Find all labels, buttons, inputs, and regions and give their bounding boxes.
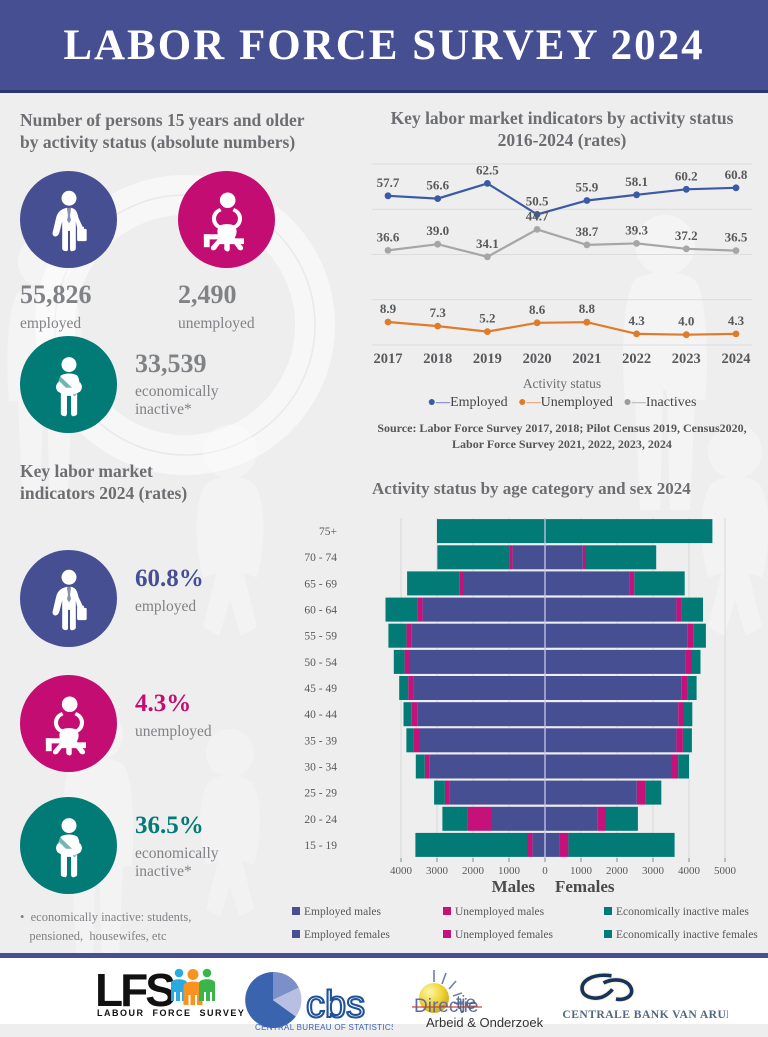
svg-text:CENTRAL BUREAU OF STATISTICS: CENTRAL BUREAU OF STATISTICS: [255, 1023, 393, 1032]
svg-text:15 - 19: 15 - 19: [304, 840, 337, 852]
svg-text:45 - 49: 45 - 49: [304, 683, 337, 695]
svg-text:7.3: 7.3: [430, 305, 447, 320]
svg-text:4.0: 4.0: [678, 314, 694, 329]
svg-text:2000: 2000: [606, 865, 629, 877]
svg-text:40 - 44: 40 - 44: [304, 709, 337, 721]
svg-text:2021: 2021: [572, 351, 601, 367]
svg-text:55.9: 55.9: [576, 180, 599, 195]
svg-text:4000: 4000: [678, 865, 701, 877]
svg-text:38.7: 38.7: [576, 224, 599, 239]
svg-text:39.0: 39.0: [426, 223, 449, 238]
svg-text:25 - 29: 25 - 29: [304, 788, 337, 800]
svg-text:75+: 75+: [319, 526, 337, 538]
svg-text:20 - 24: 20 - 24: [304, 814, 337, 826]
svg-text:Males: Males: [492, 877, 536, 896]
svg-text:35 - 39: 35 - 39: [304, 735, 337, 747]
svg-text:70 - 74: 70 - 74: [304, 552, 337, 564]
svg-text:50 - 54: 50 - 54: [304, 657, 337, 669]
svg-text:65 - 69: 65 - 69: [304, 578, 337, 590]
svg-text:34.1: 34.1: [476, 236, 499, 251]
svg-text:tje: tje: [456, 993, 476, 1014]
svg-text:60.8: 60.8: [725, 167, 748, 182]
svg-text:2017: 2017: [374, 351, 403, 367]
svg-text:cbs: cbs: [306, 984, 365, 1026]
svg-text:62.5: 62.5: [476, 162, 499, 177]
svg-text:4000: 4000: [390, 865, 413, 877]
svg-text:56.6: 56.6: [426, 178, 449, 193]
svg-text:CENTRALE BANK VAN ARUBA: CENTRALE BANK VAN ARUBA: [562, 1008, 728, 1021]
svg-text:5000: 5000: [714, 865, 737, 877]
svg-text:5.2: 5.2: [479, 311, 495, 326]
svg-text:8.6: 8.6: [529, 302, 546, 317]
svg-text:30 - 34: 30 - 34: [304, 762, 337, 774]
svg-text:37.2: 37.2: [675, 228, 698, 243]
svg-text:2020: 2020: [523, 351, 552, 367]
svg-text:36.5: 36.5: [725, 230, 748, 245]
svg-text:8.8: 8.8: [579, 301, 596, 316]
svg-text:4.3: 4.3: [728, 313, 745, 328]
svg-text:36.6: 36.6: [377, 229, 400, 244]
svg-text:8.9: 8.9: [380, 301, 397, 316]
svg-text:50.5: 50.5: [526, 193, 549, 208]
svg-text:58.1: 58.1: [625, 174, 648, 189]
svg-text:Arbeid & Onderzoek: Arbeid & Onderzoek: [426, 1015, 544, 1030]
svg-text:3000: 3000: [426, 865, 449, 877]
svg-text:2022: 2022: [622, 351, 651, 367]
svg-text:44.7: 44.7: [526, 208, 549, 223]
svg-text:55 - 59: 55 - 59: [304, 631, 337, 643]
svg-text:2000: 2000: [462, 865, 485, 877]
svg-text:60 - 64: 60 - 64: [304, 605, 337, 617]
svg-text:0: 0: [542, 865, 548, 877]
svg-text:Females: Females: [555, 877, 615, 896]
svg-text:3000: 3000: [642, 865, 665, 877]
svg-text:39.3: 39.3: [625, 222, 648, 237]
svg-text:1000: 1000: [498, 865, 521, 877]
svg-text:2023: 2023: [672, 351, 701, 367]
svg-text:57.7: 57.7: [377, 175, 400, 190]
svg-text:4.3: 4.3: [628, 313, 645, 328]
svg-text:60.2: 60.2: [675, 168, 698, 183]
svg-text:2019: 2019: [473, 351, 502, 367]
svg-text:2024: 2024: [722, 351, 751, 367]
svg-text:2018: 2018: [423, 351, 452, 367]
svg-text:1000: 1000: [570, 865, 593, 877]
